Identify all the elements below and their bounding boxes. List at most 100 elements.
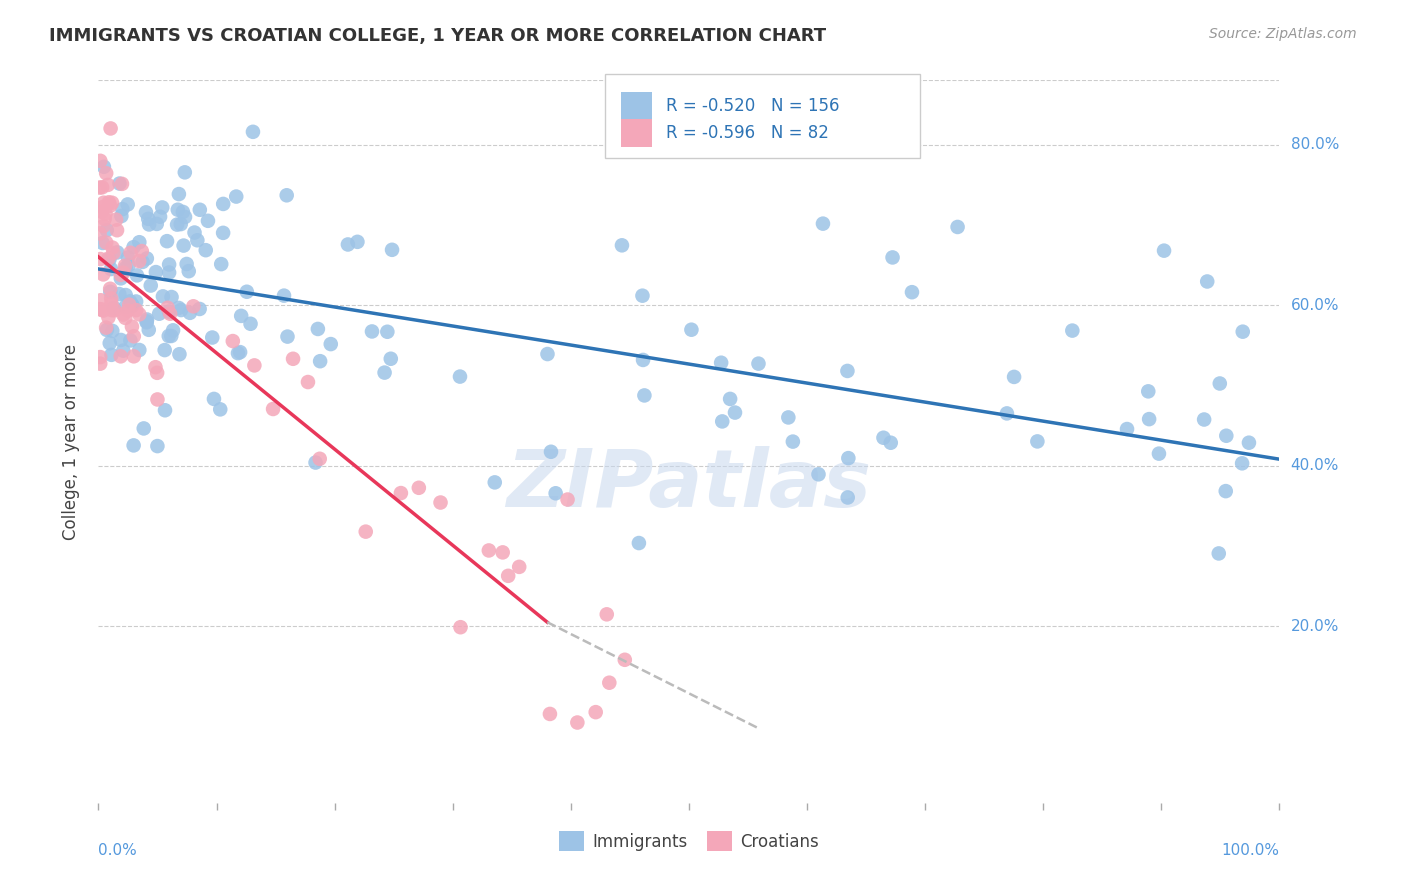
Point: [89, 357, 111, 371]
Point: [309, 354, 332, 368]
Point: [90, 293, 112, 308]
Point: [138, 218, 160, 232]
Point: [100, 262, 122, 277]
Point: [117, 258, 139, 272]
Point: [567, 715, 589, 730]
Point: [110, 268, 132, 282]
Point: [1209, 376, 1232, 391]
Point: [1232, 325, 1254, 339]
Point: [117, 197, 139, 211]
Point: [97, 310, 120, 325]
Point: [112, 343, 135, 358]
Point: [114, 260, 136, 275]
Point: [122, 240, 145, 254]
Point: [478, 543, 501, 558]
Point: [91, 303, 114, 318]
Point: [121, 297, 143, 311]
Point: [188, 202, 211, 217]
Point: [882, 251, 904, 265]
Point: [167, 187, 190, 202]
Point: [120, 294, 142, 309]
Point: [450, 620, 472, 634]
Point: [613, 653, 636, 667]
Point: [104, 303, 127, 318]
Point: [1215, 484, 1237, 499]
Point: [114, 310, 136, 325]
Point: [276, 188, 298, 202]
Point: [946, 219, 969, 234]
Point: [389, 486, 412, 500]
Point: [1192, 412, 1215, 426]
Point: [186, 233, 208, 247]
Point: [631, 353, 654, 368]
Point: [135, 205, 157, 219]
Point: [596, 607, 619, 622]
Point: [177, 264, 200, 278]
Point: [336, 237, 359, 252]
Point: [117, 303, 139, 318]
Point: [89, 350, 111, 364]
Point: [496, 569, 519, 583]
Point: [156, 234, 179, 248]
Point: [1215, 429, 1237, 443]
Point: [1116, 422, 1139, 436]
Point: [176, 257, 198, 271]
Text: 60.0%: 60.0%: [1291, 298, 1339, 312]
Point: [1230, 456, 1253, 470]
Point: [484, 475, 506, 490]
Point: [374, 366, 396, 380]
Point: [1062, 324, 1084, 338]
Point: [429, 495, 451, 509]
Point: [297, 375, 319, 389]
Point: [160, 329, 183, 343]
Point: [194, 243, 217, 257]
Point: [1208, 546, 1230, 560]
Point: [89, 252, 111, 266]
Point: [408, 481, 430, 495]
Point: [226, 346, 249, 360]
Point: [262, 402, 284, 417]
Point: [166, 202, 188, 217]
Point: [89, 301, 111, 316]
Point: [179, 306, 201, 320]
Point: [242, 125, 264, 139]
Point: [152, 289, 174, 303]
Point: [837, 364, 859, 378]
Y-axis label: College, 1 year or more: College, 1 year or more: [62, 343, 80, 540]
Point: [319, 337, 342, 351]
Text: R = -0.596   N = 82: R = -0.596 N = 82: [666, 124, 830, 142]
Point: [96, 166, 118, 180]
Point: [101, 241, 124, 255]
Point: [120, 334, 142, 348]
Point: [1197, 275, 1219, 289]
Point: [139, 278, 162, 293]
Point: [782, 434, 804, 449]
Point: [188, 301, 211, 316]
Point: [131, 244, 153, 258]
Point: [381, 243, 404, 257]
Point: [225, 189, 247, 203]
Point: [170, 303, 193, 318]
Point: [173, 238, 195, 252]
Point: [492, 545, 515, 559]
Point: [157, 304, 180, 318]
Point: [183, 226, 205, 240]
Point: [131, 255, 153, 269]
Point: [100, 296, 122, 310]
Point: [202, 392, 225, 406]
Point: [236, 285, 259, 299]
Point: [122, 438, 145, 452]
Point: [837, 491, 859, 505]
Text: 80.0%: 80.0%: [1291, 137, 1339, 152]
Point: [872, 431, 894, 445]
Point: [90, 302, 112, 317]
Point: [93, 219, 115, 233]
Point: [96, 235, 118, 250]
Point: [538, 706, 561, 721]
Point: [110, 349, 132, 363]
Point: [146, 439, 169, 453]
Point: [222, 334, 245, 348]
Point: [135, 314, 157, 328]
Text: 20.0%: 20.0%: [1291, 619, 1339, 633]
Point: [880, 435, 903, 450]
